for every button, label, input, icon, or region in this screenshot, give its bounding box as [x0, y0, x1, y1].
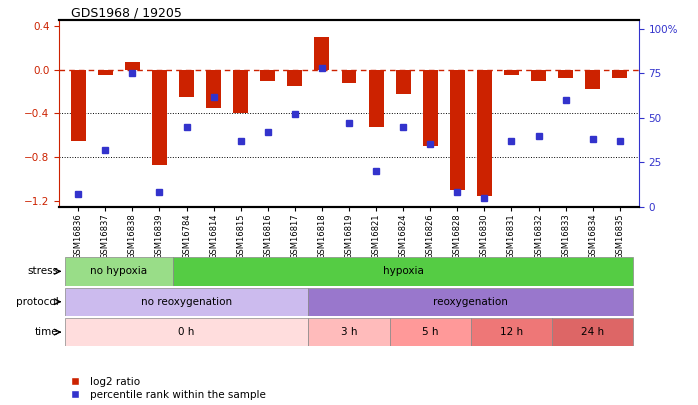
Bar [389, 318, 471, 346]
Text: 5 h: 5 h [422, 327, 438, 337]
Bar [206, 70, 221, 108]
Bar [309, 318, 389, 346]
Text: GDS1968 / 19205: GDS1968 / 19205 [71, 6, 181, 19]
Bar [477, 70, 492, 196]
Bar [396, 70, 410, 94]
Bar [233, 70, 248, 113]
Text: protocol: protocol [16, 297, 59, 307]
Text: hypoxia: hypoxia [383, 266, 424, 276]
Bar [612, 70, 628, 78]
Bar [70, 70, 86, 141]
Bar [152, 70, 167, 165]
Bar [65, 288, 309, 316]
Text: 24 h: 24 h [581, 327, 604, 337]
Bar [173, 257, 633, 286]
Text: no hypoxia: no hypoxia [90, 266, 147, 276]
Text: 3 h: 3 h [341, 327, 357, 337]
Bar [504, 70, 519, 75]
Bar [125, 62, 140, 70]
Bar [585, 70, 600, 89]
Text: no reoxygenation: no reoxygenation [141, 297, 232, 307]
Bar [98, 70, 113, 75]
Bar [369, 70, 383, 126]
Bar [288, 70, 302, 86]
Bar [341, 70, 357, 83]
Bar [65, 257, 173, 286]
Bar [260, 70, 275, 81]
Text: stress: stress [28, 266, 59, 276]
Text: time: time [35, 327, 59, 337]
Text: 12 h: 12 h [500, 327, 523, 337]
Bar [450, 70, 465, 190]
Bar [471, 318, 552, 346]
Bar [309, 288, 633, 316]
Text: reoxygenation: reoxygenation [433, 297, 508, 307]
Bar [179, 70, 194, 97]
Bar [531, 70, 546, 81]
Bar [552, 318, 633, 346]
Bar [423, 70, 438, 146]
Bar [558, 70, 573, 78]
Text: 0 h: 0 h [179, 327, 195, 337]
Legend: log2 ratio, percentile rank within the sample: log2 ratio, percentile rank within the s… [64, 377, 265, 400]
Bar [65, 318, 309, 346]
Bar [315, 37, 329, 70]
